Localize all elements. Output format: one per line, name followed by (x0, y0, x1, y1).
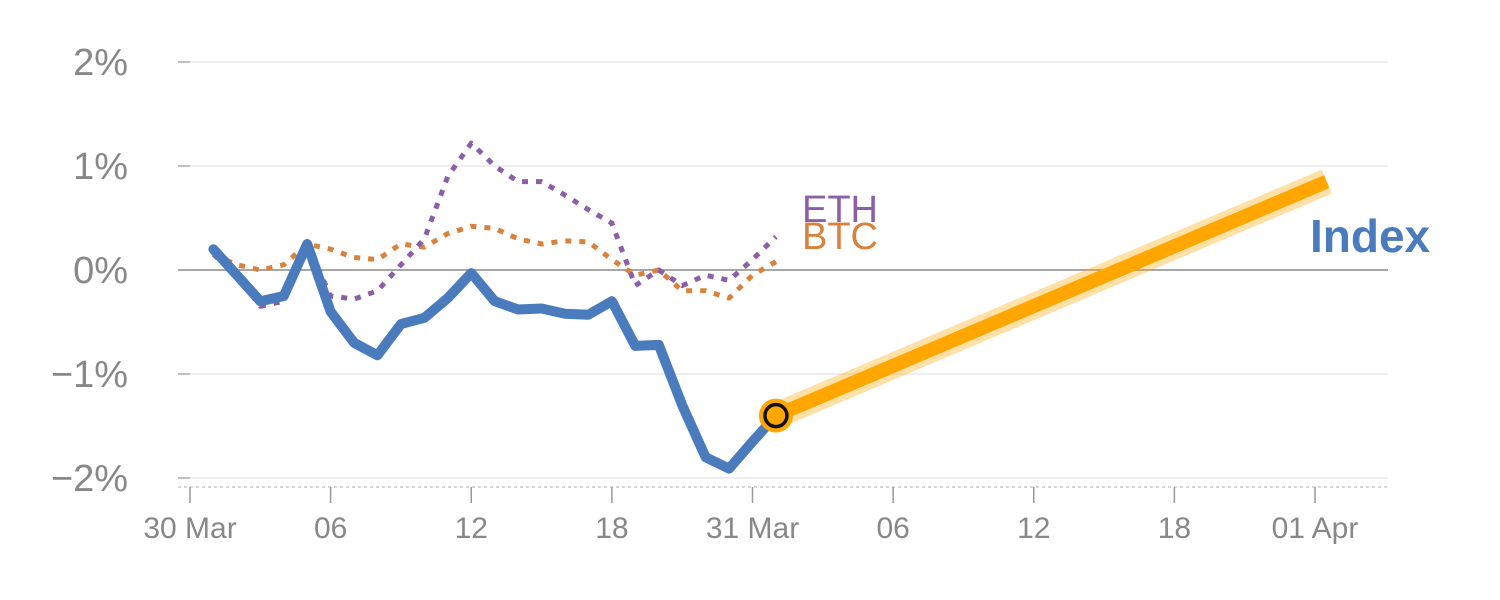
eth-line (211, 140, 778, 309)
x-tick-label: 06 (876, 512, 909, 545)
y-tick-label: 2% (73, 42, 128, 84)
x-tick-label: 18 (595, 512, 628, 545)
x-tick-label: 12 (1017, 512, 1050, 545)
y-tick-label: −2% (51, 458, 128, 500)
y-tick-label: −1% (51, 354, 128, 396)
index-line (208, 239, 781, 474)
y-tick-label: 1% (73, 146, 128, 188)
x-tick-label: 31 Mar (706, 512, 799, 545)
y-tick-label: 0% (73, 250, 128, 292)
index-projection-line (773, 175, 1330, 423)
series-lines (208, 140, 1332, 474)
x-tick-label: 12 (455, 512, 488, 545)
index-label: Index (1310, 210, 1431, 262)
grid-lines (178, 61, 1388, 479)
tick-labels: 2% 1% 0% −1% −2% 30 Mar 06 12 18 31 Mar 06 12 18 01 A… (51, 42, 1431, 545)
x-tick-label: 06 (314, 512, 347, 545)
eth-label: ETH (802, 189, 878, 231)
btc-label: BTC (802, 216, 878, 258)
x-tick-label: 30 Mar (143, 512, 236, 545)
current-value-marker (763, 402, 789, 429)
x-axis (178, 486, 1388, 503)
x-tick-label: 01 Apr (1272, 512, 1359, 545)
x-tick-label: 18 (1158, 512, 1191, 545)
